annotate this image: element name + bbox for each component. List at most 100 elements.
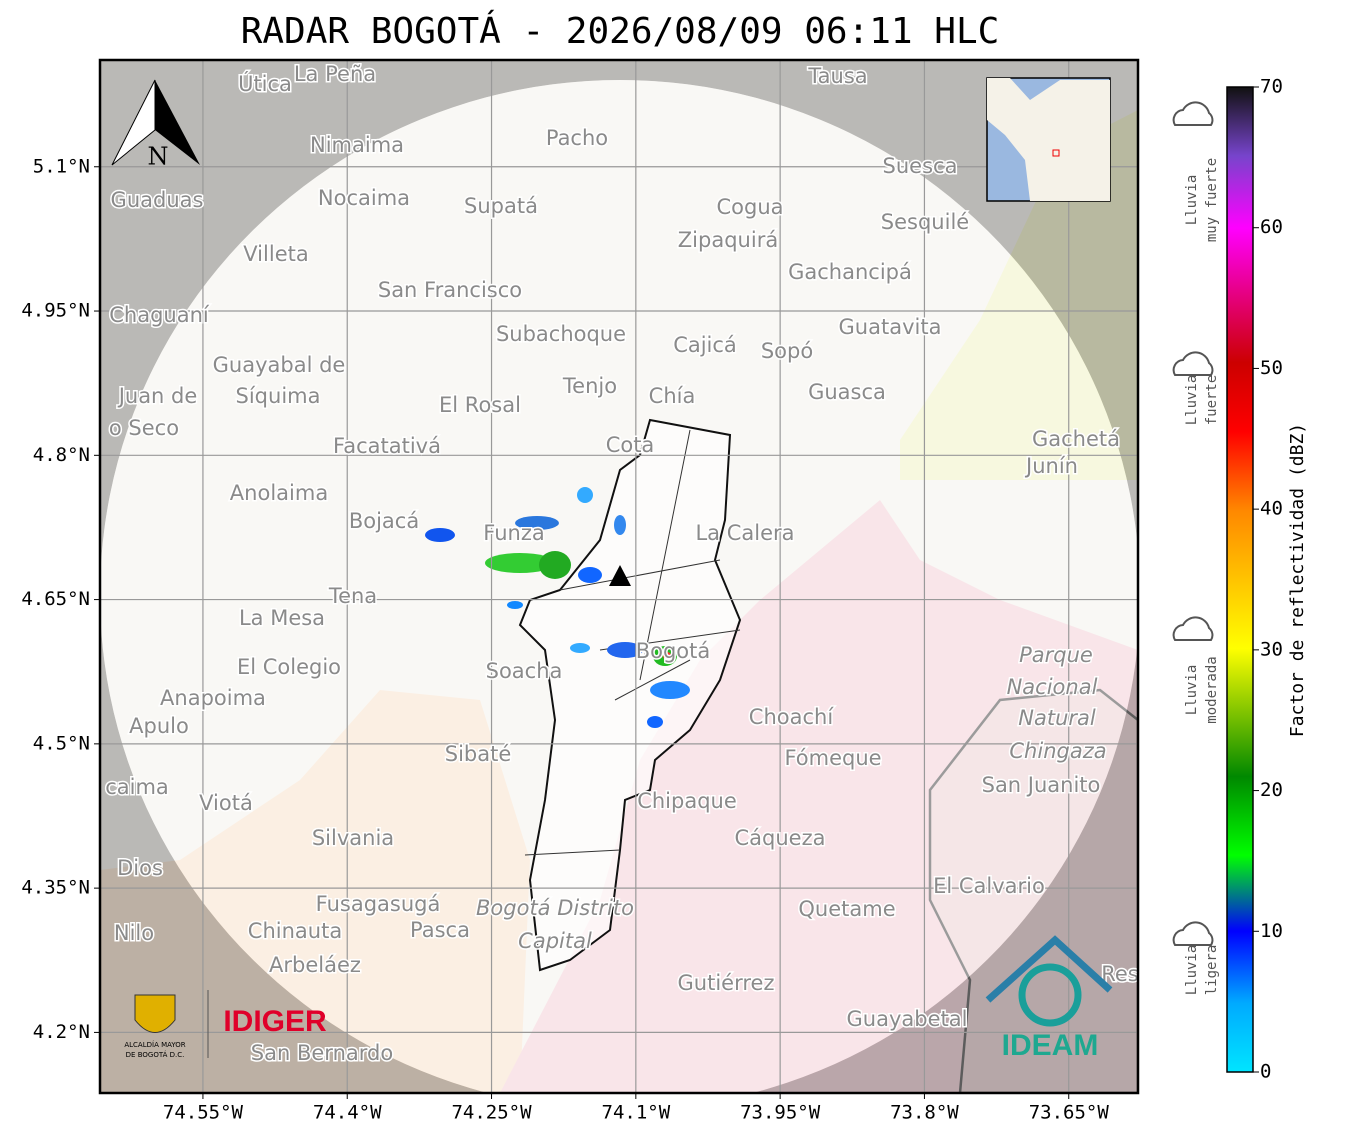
- colorbar-tick-label: 60: [1260, 216, 1283, 238]
- north-arrow-right: [155, 80, 200, 165]
- place-label: El Rosal: [439, 393, 521, 417]
- place-label: Gutiérrez: [678, 971, 775, 995]
- colorbar-tick-label: 0: [1260, 1061, 1271, 1083]
- inset-land: [987, 78, 1110, 201]
- legend-label: moderada: [1204, 656, 1220, 723]
- place-label: Guayabetal: [847, 1007, 968, 1031]
- colorbar-tick-label: 40: [1260, 498, 1283, 520]
- x-tick-label: 73.95°W: [740, 1102, 821, 1124]
- alcaldia-2: DE BOGOTÁ D.C.: [126, 1050, 185, 1059]
- radar-echoes: [425, 487, 690, 728]
- x-tick-label: 74.25°W: [451, 1102, 532, 1124]
- place-label: Junín: [1024, 454, 1078, 478]
- place-label: Sopó: [761, 339, 813, 363]
- place-label: Quetame: [798, 897, 895, 921]
- place-label: Silvania: [312, 826, 394, 850]
- y-tick-label: 4.2°N: [33, 1021, 90, 1043]
- place-label: Chía: [649, 384, 696, 408]
- place-label: Sibaté: [445, 742, 512, 766]
- place-label: Chipaque: [637, 789, 737, 813]
- place-label: Guatavita: [839, 315, 942, 339]
- place-label: San Juanito: [982, 773, 1101, 797]
- place-label: Útica: [238, 71, 292, 96]
- y-tick-label: 4.8°N: [33, 444, 90, 466]
- place-label: Juan de: [117, 384, 198, 408]
- legend-item: Lluvia muy fuerte: [1172, 101, 1220, 242]
- place-label: Villeta: [243, 242, 308, 266]
- place-label: Cajicá: [673, 333, 737, 357]
- title: RADAR BOGOTÁ - 2026/08/09 06:11 HLC: [241, 10, 1000, 52]
- colorbar: [1226, 86, 1254, 1073]
- bogota-shield: [134, 994, 176, 1033]
- place-label: La Peña: [294, 62, 376, 86]
- colorbar-label: Factor de reflectividad (dBZ): [1287, 423, 1308, 737]
- place-label: Tena: [328, 584, 377, 608]
- place-label: Facatativá: [333, 434, 441, 458]
- legend-label: Lluvia: [1184, 375, 1200, 426]
- y-tick-label: 4.35°N: [21, 877, 90, 899]
- legend-label: fuerte: [1204, 375, 1220, 426]
- colorbar-tick-label: 10: [1260, 920, 1283, 942]
- alcaldia-1: ALCALDÍA MAYOR: [124, 1040, 185, 1049]
- place-label: Gachetá: [1032, 427, 1120, 451]
- place-label: Nocaima: [318, 186, 410, 210]
- place-label: Tenjo: [562, 374, 617, 398]
- weather-icon: [1172, 351, 1214, 376]
- place-label: Parque: [1019, 643, 1093, 667]
- place-label: o Seco: [109, 416, 179, 440]
- weather-icon: [1172, 616, 1214, 641]
- place-label: San Bernardo: [251, 1041, 393, 1065]
- place-label: Bogotá Distrito: [476, 896, 634, 920]
- x-tick-label: 74.4°W: [313, 1102, 382, 1124]
- localities: [524, 429, 741, 856]
- place-label: Chingaza: [1009, 739, 1106, 763]
- x-tick-label: 74.1°W: [602, 1102, 671, 1124]
- place-label: Tausa: [807, 64, 867, 88]
- place-label: Chaguaní: [109, 303, 210, 327]
- place-label: Guaduas: [111, 188, 204, 212]
- y-tick-label: 4.65°N: [21, 588, 90, 610]
- ideam-roof: [985, 935, 1113, 1003]
- place-label: Guayabal de: [213, 353, 346, 377]
- place-label: Suesca: [883, 154, 958, 178]
- place-label: Natural: [1018, 706, 1096, 730]
- place-label: Fómeque: [784, 746, 881, 770]
- place-label: Supatá: [464, 194, 538, 218]
- legend-label: Lluvia: [1184, 665, 1200, 716]
- place-label: Chinauta: [248, 919, 342, 943]
- legend-item: Lluvia fuerte: [1172, 351, 1220, 426]
- legend-label: Lluvia: [1184, 945, 1200, 996]
- weather-icon: [1172, 921, 1214, 946]
- place-label: Viotá: [199, 791, 253, 815]
- colorbar-tick-label: 50: [1260, 357, 1283, 379]
- place-label: El Colegio: [237, 655, 341, 679]
- place-label: Apulo: [129, 714, 189, 738]
- place-label: Bogotá: [636, 639, 711, 663]
- place-label: Guasca: [808, 380, 886, 404]
- place-label: Subachoque: [496, 322, 626, 346]
- place-label: Soacha: [486, 659, 563, 683]
- place-label: Funza: [483, 521, 544, 545]
- place-label: Anapoima: [160, 686, 266, 710]
- x-tick-label: 73.8°W: [890, 1102, 959, 1124]
- place-label: Cota: [606, 433, 655, 457]
- map: Útica La Peña Tausa Pacho Nimaima Guaduas Noca…: [100, 60, 1138, 1093]
- place-label: Nacional: [1007, 675, 1098, 699]
- y-tick-label: 5.1°N: [33, 155, 90, 177]
- place-label: Cogua: [716, 195, 783, 219]
- colorbar-tick-label: 70: [1260, 76, 1283, 98]
- legend-item: Lluvia ligera: [1172, 921, 1220, 996]
- place-label: caima: [105, 775, 169, 799]
- place-label: La Calera: [695, 521, 794, 545]
- place-label: Pacho: [546, 126, 608, 150]
- place-label: Zipaquirá: [678, 228, 778, 252]
- place-label: Pasca: [410, 918, 470, 942]
- y-tick-label: 4.5°N: [33, 732, 90, 754]
- place-label: Nimaima: [310, 133, 404, 157]
- place-label: Cáqueza: [735, 826, 826, 850]
- x-tick-label: 74.55°W: [163, 1102, 244, 1124]
- legend-item: Lluvia moderada: [1172, 616, 1220, 724]
- inset-box: [1052, 149, 1060, 157]
